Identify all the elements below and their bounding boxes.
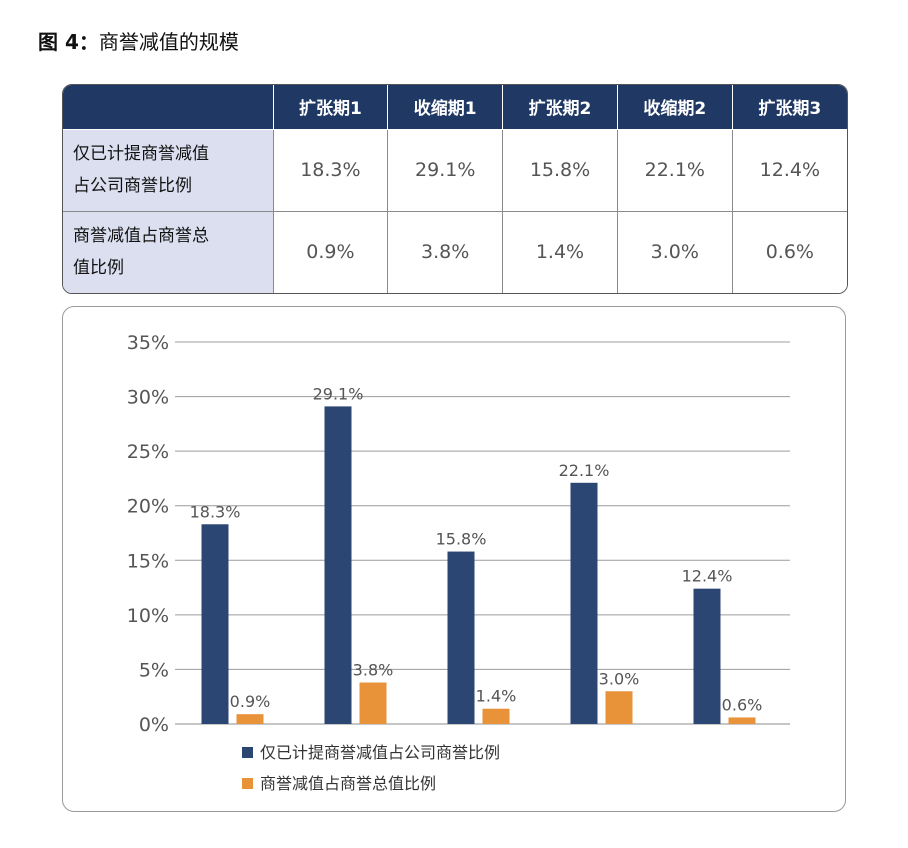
legend-swatch — [242, 778, 253, 789]
table-cell: 0.6% — [731, 210, 847, 293]
legend-label: 商誉减值占商誉总值比例 — [260, 774, 436, 793]
bar-chart: 0% 5% 10% 15% 20% 25% 30% 35% 18.3% 29.1% 15.8% 22.… — [127, 332, 790, 793]
table-cell: 0.9% — [272, 210, 389, 293]
table-row: 商誉减值占商誉总 值比例 0.9% 3.8% 1.4% 3.0% 0.6% — [63, 210, 847, 293]
figure-title: 图 4：商誉减值的规模 — [38, 26, 239, 55]
figure-label: 图 4： — [38, 30, 99, 54]
table-corner-cell — [63, 85, 274, 130]
data-label: 18.3% — [190, 502, 241, 521]
data-label: 0.9% — [230, 692, 271, 711]
table-header-row: 扩张期1 收缩期1 扩张期2 收缩期2 扩张期3 — [63, 85, 847, 130]
data-label: 12.4% — [682, 567, 733, 586]
table-cell: 22.1% — [616, 128, 733, 212]
column-header: 扩张期2 — [502, 85, 618, 130]
row-header: 商誉减值占商誉总 值比例 — [63, 210, 274, 293]
table-cell: 3.8% — [387, 210, 504, 293]
y-tick-label: 20% — [127, 496, 169, 518]
table-cell: 1.4% — [502, 210, 618, 293]
data-label: 3.0% — [599, 669, 640, 688]
table-cell: 3.0% — [616, 210, 733, 293]
bar — [693, 588, 721, 724]
bar — [447, 551, 475, 724]
row-header-line: 仅已计提商誉减值 — [73, 144, 209, 165]
row-header-line: 占公司商誉比例 — [73, 176, 192, 197]
bar — [324, 406, 352, 724]
bar — [605, 691, 633, 724]
table-cell: 15.8% — [502, 128, 618, 212]
chart-container: 0% 5% 10% 15% 20% 25% 30% 35% 18.3% 29.1% 15.8% 22.… — [62, 306, 846, 812]
row-header-line: 商誉减值占商誉总 — [73, 226, 209, 247]
y-tick-label: 5% — [139, 659, 169, 681]
bar — [201, 524, 229, 724]
y-tick-label: 15% — [127, 550, 169, 572]
y-tick-label: 35% — [127, 332, 169, 354]
y-tick-label: 25% — [127, 441, 169, 463]
data-label: 3.8% — [353, 661, 394, 680]
data-table-container: 扩张期1 收缩期1 扩张期2 收缩期2 扩张期3 仅已计提商誉减值 占公司商誉比例… — [62, 84, 848, 294]
bar — [359, 682, 387, 724]
data-label: 1.4% — [476, 687, 517, 706]
row-header-line: 值比例 — [73, 258, 124, 279]
bar — [236, 714, 264, 724]
table-cell: 18.3% — [272, 128, 389, 212]
data-label: 0.6% — [722, 695, 763, 714]
row-header: 仅已计提商誉减值 占公司商誉比例 — [63, 128, 274, 212]
table-cell: 29.1% — [387, 128, 504, 212]
column-header: 扩张期3 — [731, 85, 847, 130]
legend-label: 仅已计提商誉减值占公司商誉比例 — [260, 743, 500, 762]
bar — [482, 708, 510, 724]
table-cell: 12.4% — [731, 128, 847, 212]
legend-swatch — [242, 747, 253, 758]
bar — [570, 482, 598, 724]
figure-title-text: 商誉减值的规模 — [98, 30, 239, 54]
column-header: 扩张期1 — [272, 85, 389, 130]
data-label: 29.1% — [313, 384, 364, 403]
column-header: 收缩期2 — [616, 85, 733, 130]
bar — [728, 717, 756, 724]
table-row: 仅已计提商誉减值 占公司商誉比例 18.3% 29.1% 15.8% 22.1% … — [63, 128, 847, 212]
y-tick-label: 10% — [127, 605, 169, 627]
y-tick-label: 30% — [127, 387, 169, 409]
y-tick-label: 0% — [139, 714, 169, 736]
data-label: 15.8% — [436, 530, 487, 549]
data-table: 扩张期1 收缩期1 扩张期2 收缩期2 扩张期3 仅已计提商誉减值 占公司商誉比例… — [63, 85, 847, 293]
column-header: 收缩期1 — [387, 85, 504, 130]
data-label: 22.1% — [559, 461, 610, 480]
